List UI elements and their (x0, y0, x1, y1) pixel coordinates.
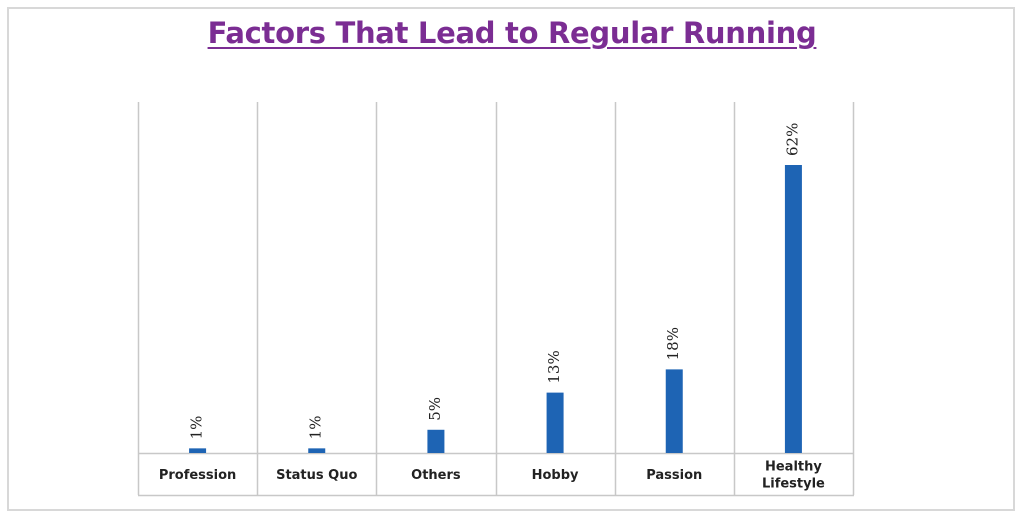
tick-label: Profession (159, 468, 236, 483)
tick-label: Passion (646, 468, 702, 483)
bar (546, 392, 564, 453)
data-label: 62% (783, 123, 801, 156)
bar (784, 165, 802, 453)
data-label: 1% (188, 416, 206, 440)
tick-label: Healthy (765, 460, 822, 475)
chart-bars (189, 165, 802, 453)
chart-title: Factors That Lead to Regular Running (207, 16, 817, 50)
chart-frame (7, 7, 1015, 511)
tick-label: Others (411, 468, 461, 483)
category-tick-labels: Profession Status Quo Others Hobby Passion He… (159, 460, 825, 492)
data-label: 5% (426, 397, 444, 421)
tick-label: Hobby (532, 468, 579, 483)
bar (427, 429, 445, 453)
data-label: 1% (307, 416, 325, 440)
bar (308, 448, 326, 453)
data-label: 18% (664, 327, 682, 360)
chart-grid (137, 102, 855, 497)
bar (665, 369, 683, 453)
tick-label: Lifestyle (762, 477, 825, 492)
data-labels: 1% 1% 5% 13% 18% 62% (188, 123, 802, 440)
data-label: 13% (545, 350, 563, 383)
tick-label: Status Quo (276, 468, 357, 483)
bar (189, 448, 207, 453)
